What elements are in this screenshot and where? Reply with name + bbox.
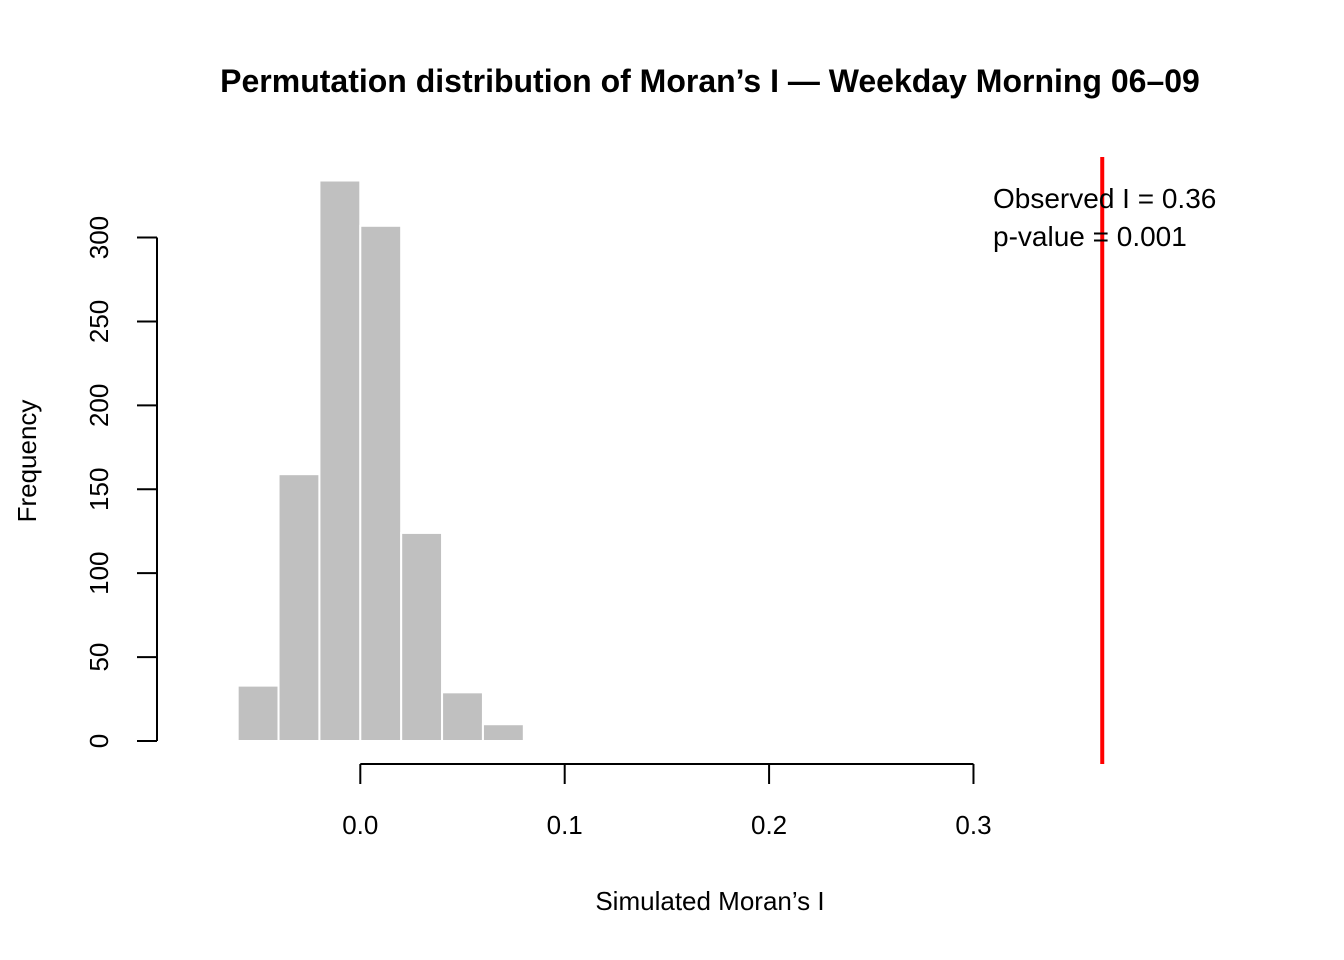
x-axis-label: Simulated Moran’s I (595, 886, 824, 916)
histogram-bar-5 (400, 531, 444, 742)
observed-value-annotation: Observed I = 0.36 (993, 183, 1216, 214)
y-tick-label-1: 50 (84, 643, 114, 672)
y-axis-label: Frequency (12, 400, 42, 523)
histogram-bar-4 (359, 224, 403, 742)
x-tick-label-2: 0.2 (751, 810, 787, 840)
chart-title: Permutation distribution of Moran’s I — … (220, 63, 1200, 99)
y-tick-label-5: 250 (84, 300, 114, 343)
x-axis: 0.0 0.1 0.2 0.3 (342, 763, 992, 840)
p-value-annotation: p-value = 0.001 (993, 221, 1187, 252)
x-tick-label-0: 0.0 (342, 810, 378, 840)
histogram-bar-2 (277, 473, 321, 742)
x-tick-label-3: 0.3 (955, 810, 991, 840)
y-tick-label-3: 150 (84, 468, 114, 511)
y-tick-label-6: 300 (84, 216, 114, 259)
y-axis: 0 50 100 150 200 250 300 (84, 216, 158, 748)
histogram-bar-3 (318, 179, 362, 742)
histogram-bars (195, 179, 525, 742)
y-tick-label-0: 0 (84, 734, 114, 748)
histogram-bar-0 (195, 738, 239, 742)
y-tick-label-2: 100 (84, 551, 114, 594)
histogram-bar-6 (441, 691, 484, 742)
y-tick-label-4: 200 (84, 384, 114, 427)
histogram-bar-7 (481, 723, 525, 742)
histogram-bar-1 (236, 684, 280, 742)
x-tick-label-1: 0.1 (547, 810, 583, 840)
